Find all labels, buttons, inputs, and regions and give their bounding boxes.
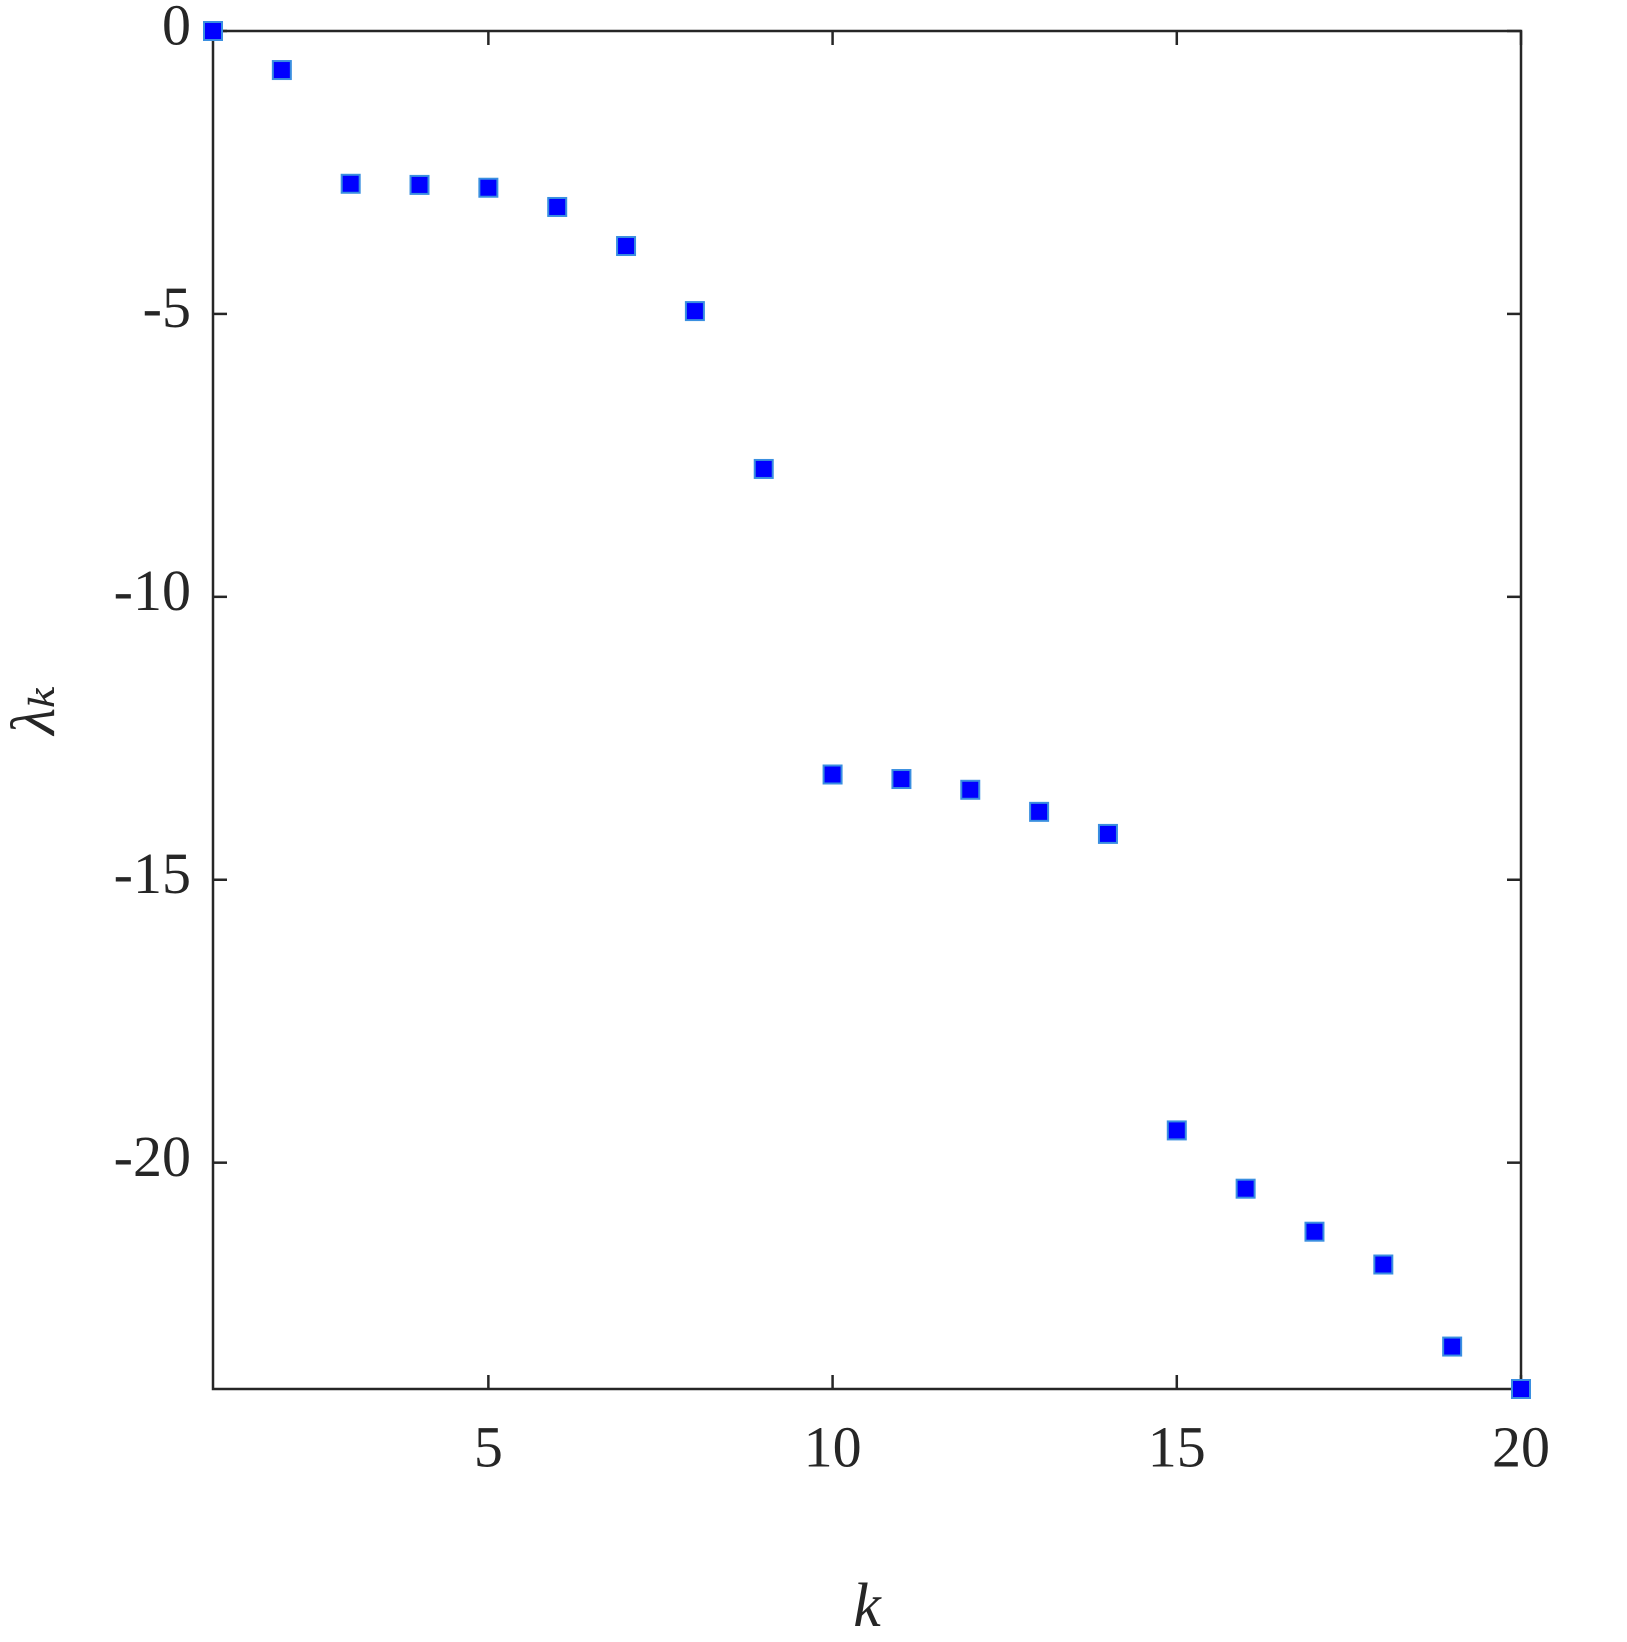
point xyxy=(822,764,843,785)
point xyxy=(409,174,430,195)
y-tick-label: -5 xyxy=(143,275,191,340)
point xyxy=(1166,1120,1187,1141)
point xyxy=(684,301,705,322)
y-tick-label: 0 xyxy=(162,0,191,57)
x-tick-label: 20 xyxy=(1492,1414,1550,1479)
point xyxy=(1097,823,1118,844)
point xyxy=(891,769,912,790)
y-axis-label: λₖ xyxy=(0,685,68,736)
point xyxy=(1235,1178,1256,1199)
point xyxy=(960,779,981,800)
y-tick-label: -10 xyxy=(114,558,191,623)
point xyxy=(340,173,361,194)
x-tick-label: 5 xyxy=(474,1414,503,1479)
point xyxy=(478,177,499,198)
point xyxy=(203,21,223,41)
y-tick-label: -20 xyxy=(114,1124,191,1189)
point xyxy=(1029,801,1050,822)
plot-frame xyxy=(211,29,1523,1391)
x-tick-label: 15 xyxy=(1148,1414,1206,1479)
point xyxy=(616,236,637,257)
point xyxy=(1511,1379,1531,1399)
point xyxy=(547,196,568,217)
x-axis-label: k xyxy=(853,1572,882,1640)
point xyxy=(271,60,292,81)
point xyxy=(1373,1254,1394,1275)
y-tick-label: -15 xyxy=(114,841,191,906)
point xyxy=(1442,1336,1463,1357)
point xyxy=(1304,1221,1325,1242)
x-tick-label: 10 xyxy=(804,1414,862,1479)
point xyxy=(753,458,774,479)
